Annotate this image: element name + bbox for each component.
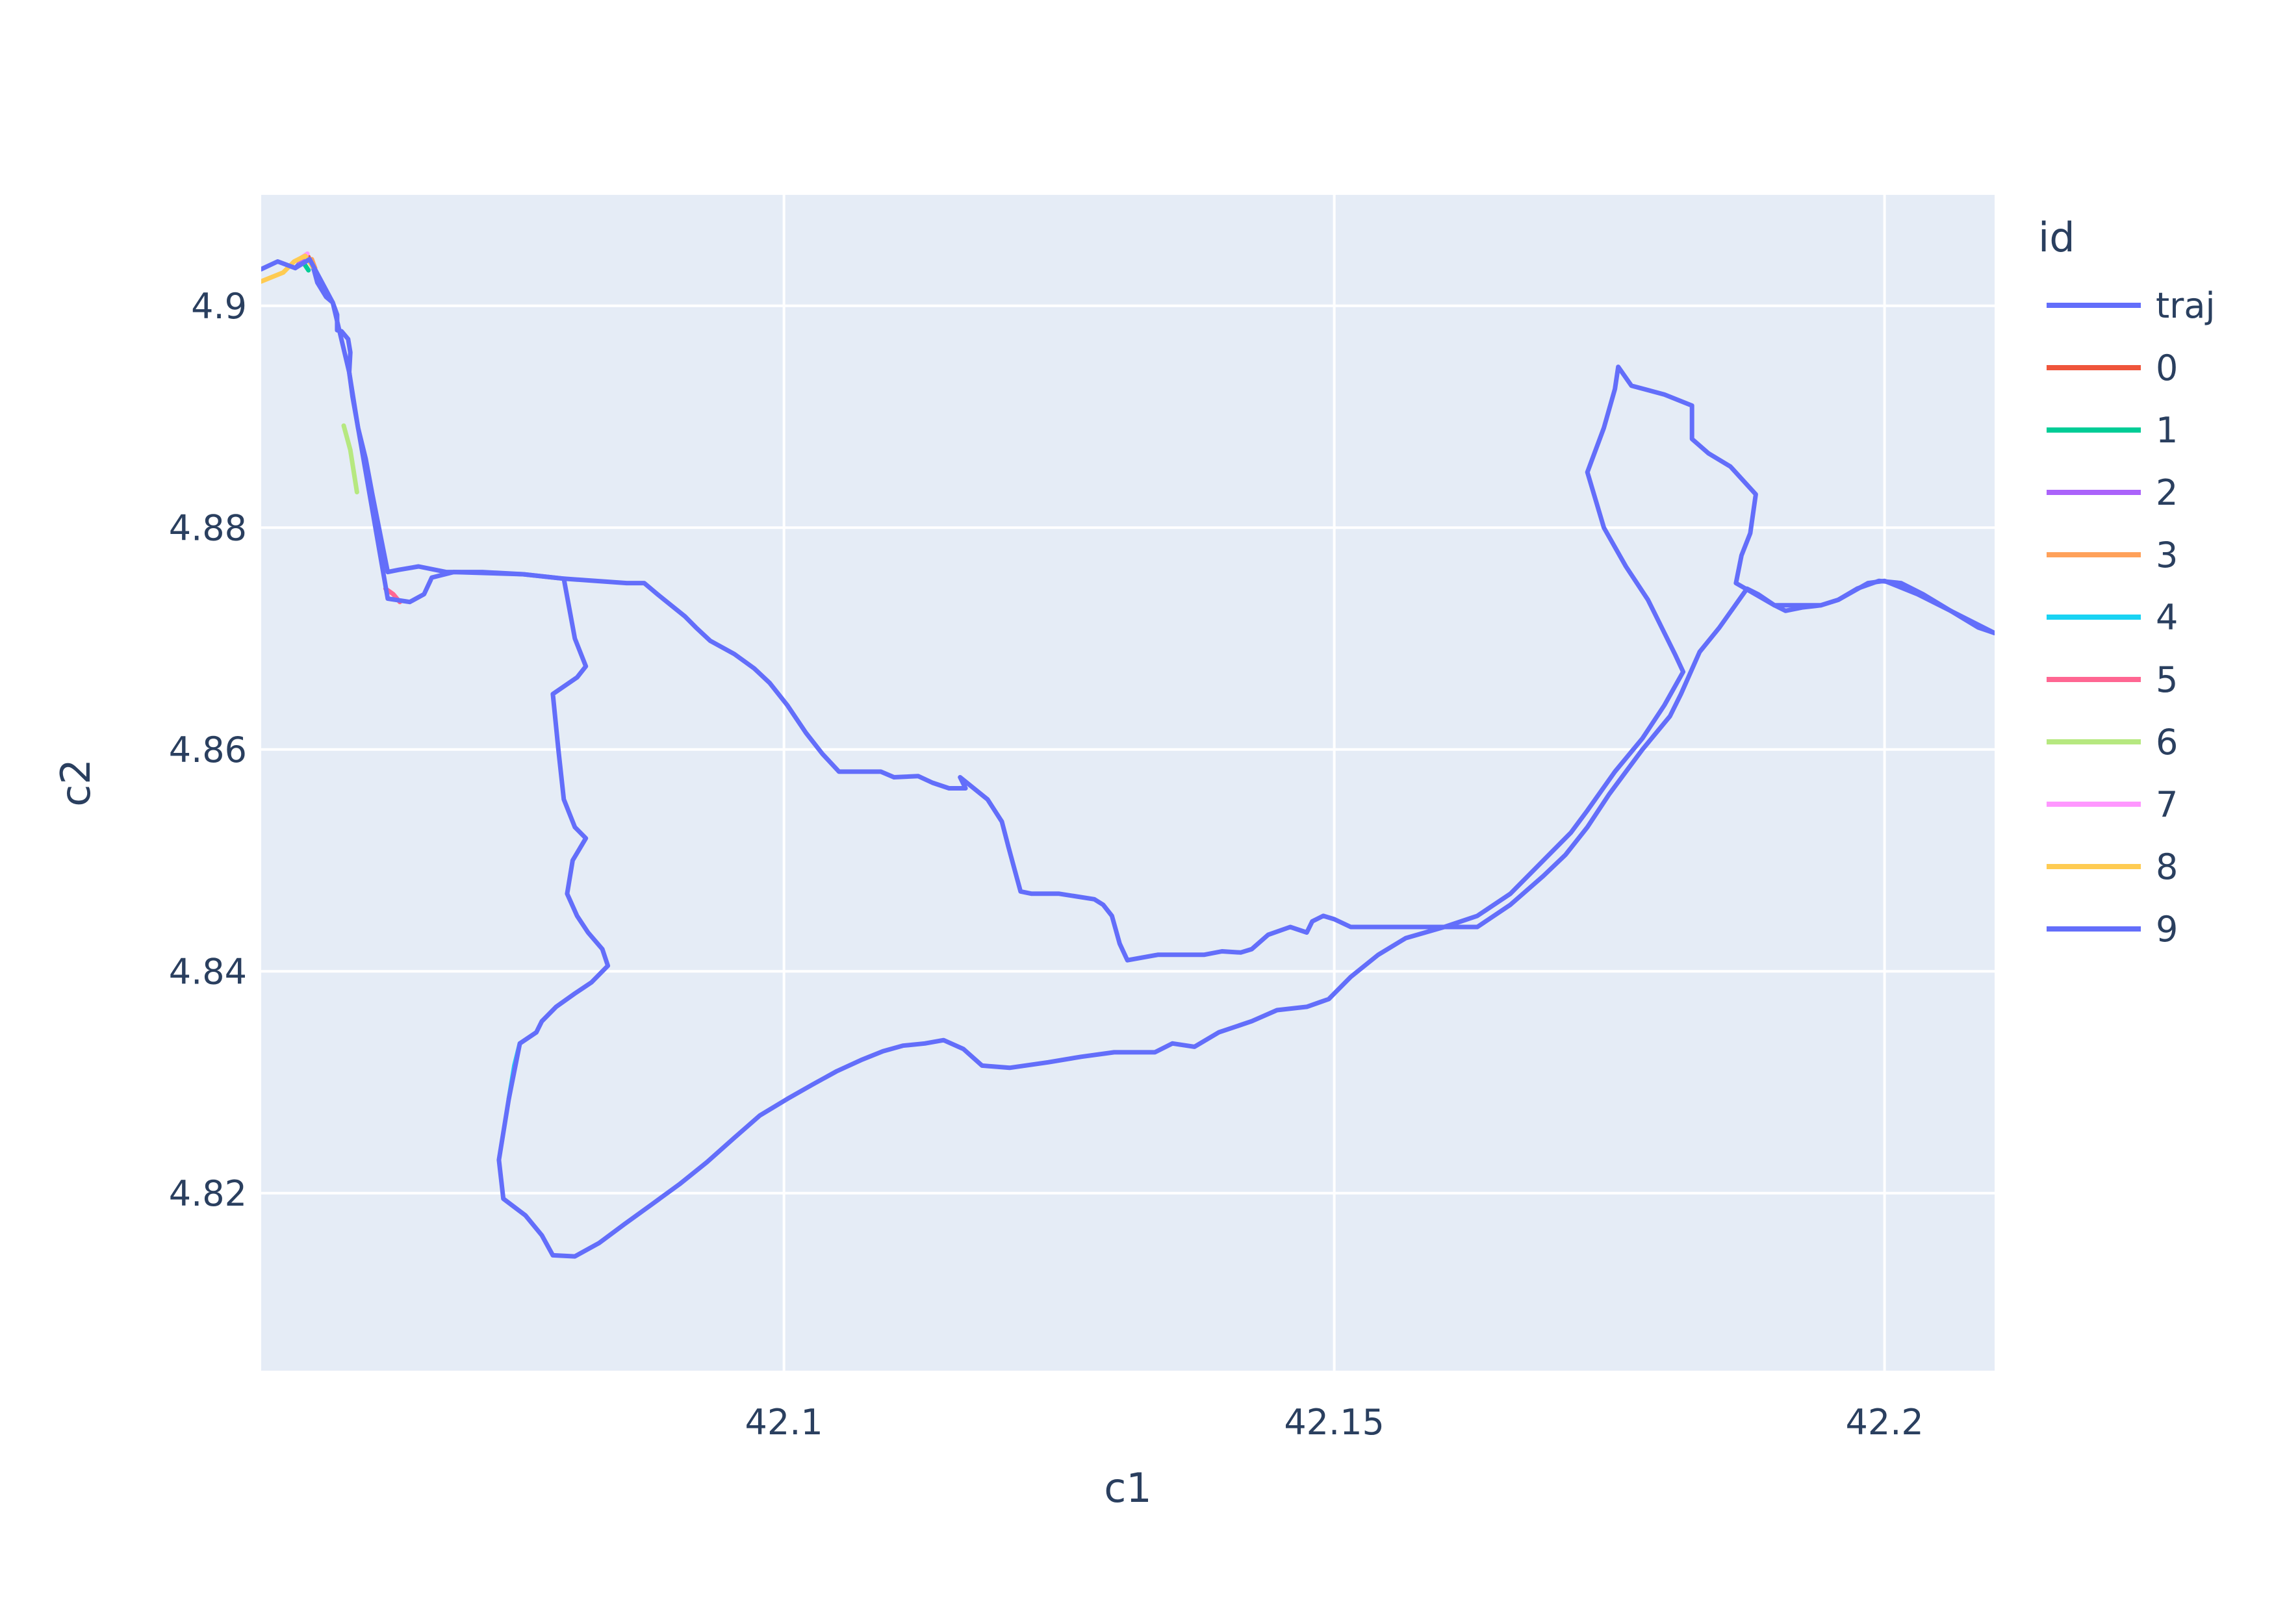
legend-item-6[interactable]: 6	[2047, 722, 2178, 763]
y-tick-label: 4.84	[169, 951, 247, 992]
legend-label: 6	[2156, 722, 2178, 763]
legend-label: 5	[2156, 659, 2178, 700]
legend-label: 8	[2156, 846, 2178, 887]
y-tick-label: 4.86	[169, 730, 247, 770]
x-tick-label: 42.1	[745, 1402, 823, 1443]
legend-label: 9	[2156, 909, 2178, 950]
y-tick-labels: 4.82 4.84 4.86 4.88 4.9	[169, 286, 247, 1214]
legend-label: 0	[2156, 348, 2178, 388]
legend-item-9[interactable]: 9	[2047, 909, 2178, 950]
legend-item-1[interactable]: 1	[2047, 410, 2178, 451]
legend-item-0[interactable]: 0	[2047, 348, 2178, 388]
legend[interactable]: traj 0 1 2 3 4 5 6 7 8 9	[2047, 285, 2215, 950]
x-tick-label: 42.15	[1284, 1402, 1385, 1443]
legend-item-4[interactable]: 4	[2047, 597, 2178, 638]
legend-label: 1	[2156, 410, 2178, 451]
series-line-9[interactable]	[261, 257, 1995, 1259]
legend-title: id	[2038, 214, 2075, 261]
y-tick-label: 4.88	[169, 507, 247, 548]
legend-item-8[interactable]: 8	[2047, 846, 2178, 887]
series-line-traj[interactable]	[293, 255, 1995, 963]
legend-item-3[interactable]: 3	[2047, 535, 2178, 576]
grid-lines	[261, 195, 1995, 1371]
x-tick-label: 42.2	[1845, 1402, 1923, 1443]
legend-item-5[interactable]: 5	[2047, 659, 2178, 700]
plot-series	[261, 251, 1995, 1259]
y-tick-label: 4.82	[169, 1173, 247, 1214]
y-axis-title: c2	[52, 759, 99, 807]
x-tick-labels: 42.1 42.15 42.2	[745, 1402, 1924, 1443]
legend-label: traj	[2156, 285, 2215, 326]
plot-background	[261, 195, 1995, 1371]
legend-item-traj[interactable]: traj	[2047, 285, 2215, 326]
legend-label: 2	[2156, 472, 2178, 513]
y-tick-label: 4.9	[191, 286, 247, 327]
legend-item-2[interactable]: 2	[2047, 472, 2178, 513]
series-line-6[interactable]	[341, 423, 359, 495]
x-axis-title: c1	[1104, 1464, 1152, 1512]
legend-item-7[interactable]: 7	[2047, 784, 2178, 825]
legend-label: 3	[2156, 535, 2178, 576]
legend-label: 7	[2156, 784, 2178, 825]
legend-label: 4	[2156, 597, 2178, 638]
